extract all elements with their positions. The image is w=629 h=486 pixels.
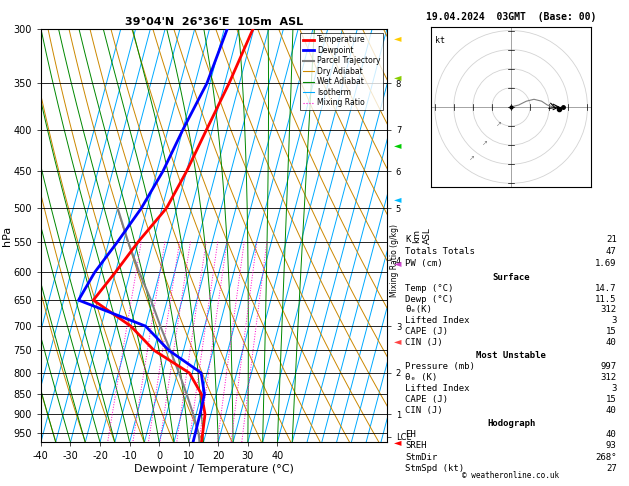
Text: 3: 3: [611, 383, 616, 393]
Text: 93: 93: [606, 441, 616, 451]
Text: Lifted Index: Lifted Index: [406, 383, 470, 393]
Text: 15: 15: [606, 327, 616, 336]
Text: Mixing Ratio (g/kg): Mixing Ratio (g/kg): [390, 224, 399, 296]
Text: Most Unstable: Most Unstable: [476, 351, 546, 360]
Text: ◄: ◄: [394, 72, 402, 82]
Text: ◄: ◄: [394, 33, 402, 43]
Text: K: K: [406, 235, 411, 244]
Text: ◄: ◄: [394, 140, 402, 150]
Text: kt: kt: [435, 36, 445, 45]
Text: 40: 40: [606, 405, 616, 415]
Legend: Temperature, Dewpoint, Parcel Trajectory, Dry Adiabat, Wet Adiabat, Isotherm, Mi: Temperature, Dewpoint, Parcel Trajectory…: [301, 33, 383, 110]
Text: CAPE (J): CAPE (J): [406, 395, 448, 404]
Text: © weatheronline.co.uk: © weatheronline.co.uk: [462, 471, 560, 480]
Text: 3: 3: [611, 316, 616, 325]
Text: StmDir: StmDir: [406, 452, 438, 462]
Text: 27: 27: [606, 464, 616, 473]
Text: EH: EH: [406, 430, 416, 439]
Text: 268°: 268°: [595, 452, 616, 462]
Text: 15: 15: [606, 395, 616, 404]
Title: 39°04'N  26°36'E  105m  ASL: 39°04'N 26°36'E 105m ASL: [125, 17, 303, 27]
Text: θₑ(K): θₑ(K): [406, 305, 432, 314]
Text: ↗: ↗: [482, 140, 488, 146]
Text: Dewp (°C): Dewp (°C): [406, 295, 454, 304]
Text: θₑ (K): θₑ (K): [406, 373, 438, 382]
Y-axis label: km
ASL: km ASL: [413, 227, 431, 244]
Text: StmSpd (kt): StmSpd (kt): [406, 464, 465, 473]
Text: ◄: ◄: [394, 194, 402, 204]
Text: 19.04.2024  03GMT  (Base: 00): 19.04.2024 03GMT (Base: 00): [426, 12, 596, 22]
Text: ◄: ◄: [394, 437, 402, 447]
Text: 1.69: 1.69: [595, 259, 616, 268]
Y-axis label: hPa: hPa: [2, 226, 12, 246]
Text: Temp (°C): Temp (°C): [406, 284, 454, 293]
Text: 47: 47: [606, 247, 616, 256]
Text: 40: 40: [606, 430, 616, 439]
Text: Surface: Surface: [493, 273, 530, 282]
Text: 14.7: 14.7: [595, 284, 616, 293]
Text: 11.5: 11.5: [595, 295, 616, 304]
Text: ↗: ↗: [469, 156, 475, 161]
Text: 40: 40: [606, 338, 616, 347]
Text: 21: 21: [606, 235, 616, 244]
Text: ◄: ◄: [394, 258, 402, 268]
Text: Lifted Index: Lifted Index: [406, 316, 470, 325]
Text: Totals Totals: Totals Totals: [406, 247, 476, 256]
Text: 997: 997: [601, 362, 616, 371]
Text: Pressure (mb): Pressure (mb): [406, 362, 476, 371]
Text: CIN (J): CIN (J): [406, 405, 443, 415]
X-axis label: Dewpoint / Temperature (°C): Dewpoint / Temperature (°C): [134, 464, 294, 474]
Text: CAPE (J): CAPE (J): [406, 327, 448, 336]
Text: Hodograph: Hodograph: [487, 419, 535, 428]
Text: SREH: SREH: [406, 441, 427, 451]
Text: ◄: ◄: [394, 336, 402, 347]
Text: 312: 312: [601, 305, 616, 314]
Text: CIN (J): CIN (J): [406, 338, 443, 347]
Text: 312: 312: [601, 373, 616, 382]
Text: PW (cm): PW (cm): [406, 259, 443, 268]
Text: ↗: ↗: [496, 121, 502, 127]
